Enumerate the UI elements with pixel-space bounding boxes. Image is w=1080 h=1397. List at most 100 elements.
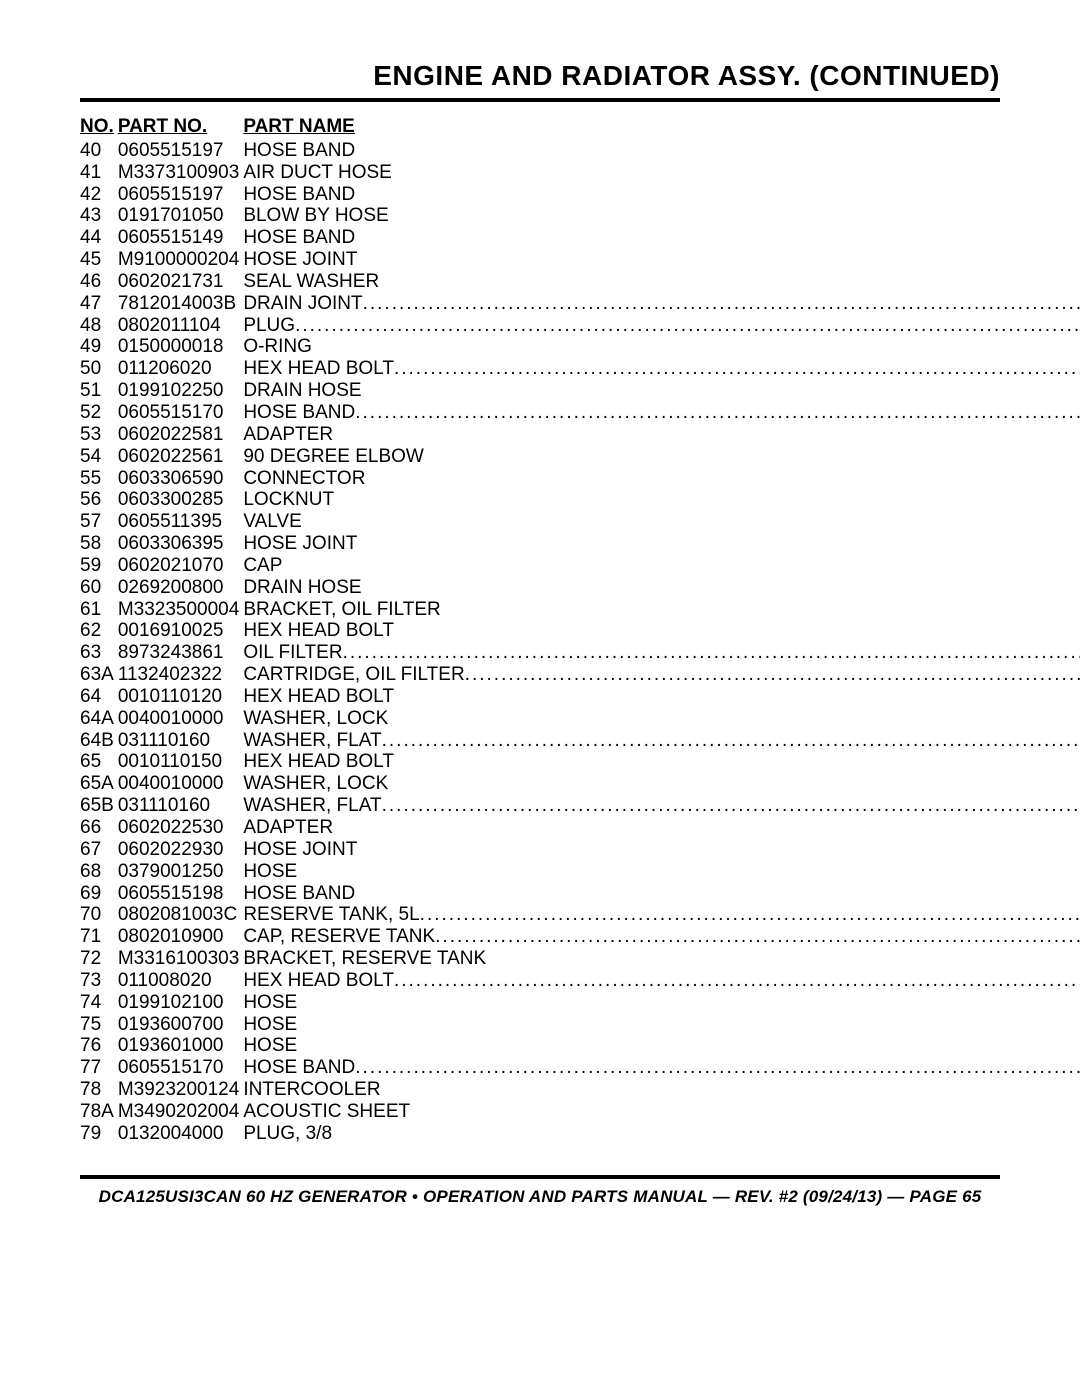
cell-no: 74 xyxy=(80,992,118,1014)
cell-partname: HOSE BAND xyxy=(243,883,1080,905)
cell-no: 79 xyxy=(80,1123,118,1145)
table-row: 710802010900CAP, RESERVE TANK1 REPLACES … xyxy=(80,926,1080,948)
cell-partno: 7812014003B xyxy=(118,293,244,315)
cell-no: 44 xyxy=(80,227,118,249)
table-row: 480802011104PLUG1 REPLACES P/N M92002000… xyxy=(80,315,1080,337)
cell-no: 66 xyxy=(80,817,118,839)
table-row: 65B031110160WASHER, FLAT2 REPLACES P/N 0… xyxy=(80,795,1080,817)
cell-no: 55 xyxy=(80,468,118,490)
cell-no: 46 xyxy=(80,271,118,293)
cell-partname: ADAPTER xyxy=(243,424,1080,446)
table-row: 690605515198HOSE BAND4 xyxy=(80,883,1080,905)
cell-partname: WASHER, FLAT xyxy=(243,795,1080,817)
cell-partno: 0199102100 xyxy=(118,992,244,1014)
cell-no: 77 xyxy=(80,1057,118,1079)
table-row: 560603300285LOCKNUT1 xyxy=(80,489,1080,511)
cell-partno: 0605511395 xyxy=(118,511,244,533)
cell-partno: 0010110150 xyxy=(118,751,244,773)
cell-partno: 0802011104 xyxy=(118,315,244,337)
table-row: 61M3323500004BRACKET, OIL FILTER1 xyxy=(80,599,1080,621)
cell-no: 78A xyxy=(80,1101,118,1123)
cell-partname: DRAIN JOINT xyxy=(243,293,1080,315)
table-row: 65A0040010000WASHER, LOCK2 xyxy=(80,773,1080,795)
cell-partno: 0602022930 xyxy=(118,839,244,861)
cell-no: 59 xyxy=(80,555,118,577)
cell-partno: 0150000018 xyxy=(118,336,244,358)
cell-partname: ACOUSTIC SHEET xyxy=(243,1101,1080,1123)
cell-partname: HEX HEAD BOLT xyxy=(243,620,1080,642)
cell-partno: 0132004000 xyxy=(118,1123,244,1145)
cell-partname: HOSE BAND xyxy=(243,1057,1080,1079)
cell-partname: BRACKET, OIL FILTER xyxy=(243,599,1080,621)
table-row: 600269200800DRAIN HOSE1 xyxy=(80,577,1080,599)
table-row: 490150000018O-RING1 xyxy=(80,336,1080,358)
cell-partname: DRAIN HOSE xyxy=(243,577,1080,599)
parts-table: NO. PART NO. PART NAME QTY. REMARKS 4006… xyxy=(80,116,1080,1145)
cell-no: 71 xyxy=(80,926,118,948)
table-row: 550603306590CONNECTOR1 xyxy=(80,468,1080,490)
table-row: 72M3316100303BRACKET, RESERVE TANK1 xyxy=(80,948,1080,970)
cell-partname: CAP xyxy=(243,555,1080,577)
cell-partname: HEX HEAD BOLT xyxy=(243,358,1080,380)
table-row: 790132004000PLUG, 3/81 xyxy=(80,1123,1080,1145)
cell-partno: 0605515197 xyxy=(118,184,244,206)
cell-partno: 0193600700 xyxy=(118,1014,244,1036)
cell-partname: HOSE JOINT xyxy=(243,249,1080,271)
cell-partname: CAP, RESERVE TANK xyxy=(243,926,1080,948)
cell-partname: CONNECTOR xyxy=(243,468,1080,490)
cell-partname: HOSE BAND xyxy=(243,184,1080,206)
cell-no: 61 xyxy=(80,599,118,621)
cell-no: 42 xyxy=(80,184,118,206)
table-row: 64B031110160WASHER, FLAT2 REPLACES P/N 0… xyxy=(80,730,1080,752)
table-row: 590602021070CAP1 xyxy=(80,555,1080,577)
cell-partname: HOSE BAND xyxy=(243,402,1080,424)
cell-partname: HOSE BAND xyxy=(243,227,1080,249)
cell-partno: 0193601000 xyxy=(118,1035,244,1057)
cell-partname: VALVE xyxy=(243,511,1080,533)
cell-partno: 0602022581 xyxy=(118,424,244,446)
cell-no: 63 xyxy=(80,642,118,664)
cell-partno: M3490202004 xyxy=(118,1101,244,1123)
table-row: 477812014003BDRAIN JOINT1 REPLACES P/N M… xyxy=(80,293,1080,315)
table-row: 73011008020HEX HEAD BOLT3 REPLACES P/N 0… xyxy=(80,970,1080,992)
table-row: 430191701050BLOW BY HOSE1 xyxy=(80,205,1080,227)
cell-no: 64B xyxy=(80,730,118,752)
cell-partname: SEAL WASHER xyxy=(243,271,1080,293)
cell-no: 49 xyxy=(80,336,118,358)
cell-no: 45 xyxy=(80,249,118,271)
cell-partno: M3323500004 xyxy=(118,599,244,621)
cell-partno: 0603306395 xyxy=(118,533,244,555)
cell-no: 68 xyxy=(80,861,118,883)
cell-partname: HOSE JOINT xyxy=(243,839,1080,861)
cell-partname: WASHER, FLAT xyxy=(243,730,1080,752)
table-header-row: NO. PART NO. PART NAME QTY. REMARKS xyxy=(80,116,1080,140)
cell-no: 41 xyxy=(80,162,118,184)
table-row: 78M3923200124INTERCOOLER1 xyxy=(80,1079,1080,1101)
cell-no: 51 xyxy=(80,380,118,402)
cell-partno: 0605515197 xyxy=(118,140,244,162)
cell-no: 67 xyxy=(80,839,118,861)
table-row: 580603306395HOSE JOINT1 xyxy=(80,533,1080,555)
table-row: 520605515170HOSE BAND2 REPLACES P/N 0605… xyxy=(80,402,1080,424)
col-header-partno: PART NO. xyxy=(118,116,244,140)
cell-partno: 0199102250 xyxy=(118,380,244,402)
cell-partno: M3923200124 xyxy=(118,1079,244,1101)
table-row: 670602022930HOSE JOINT4 xyxy=(80,839,1080,861)
cell-partno: M3316100303 xyxy=(118,948,244,970)
col-header-name: PART NAME xyxy=(243,116,1080,140)
table-row: 54060202256190 DEGREE ELBOW1 xyxy=(80,446,1080,468)
table-row: 638973243861OIL FILTER1 REPLACES P/N 060… xyxy=(80,642,1080,664)
cell-no: 65A xyxy=(80,773,118,795)
table-row: 740199102100HOSE1 xyxy=(80,992,1080,1014)
table-row: 460602021731SEAL WASHER1 xyxy=(80,271,1080,293)
cell-partname: HOSE BAND xyxy=(243,140,1080,162)
cell-no: 54 xyxy=(80,446,118,468)
cell-no: 60 xyxy=(80,577,118,599)
cell-partno: 0802081003C xyxy=(118,904,244,926)
cell-partname: WASHER, LOCK xyxy=(243,773,1080,795)
cell-no: 50 xyxy=(80,358,118,380)
cell-no: 73 xyxy=(80,970,118,992)
table-row: 41M3373100903AIR DUCT HOSE1 xyxy=(80,162,1080,184)
cell-partno: 0602021070 xyxy=(118,555,244,577)
table-row: 650010110150HEX HEAD BOLT2 xyxy=(80,751,1080,773)
